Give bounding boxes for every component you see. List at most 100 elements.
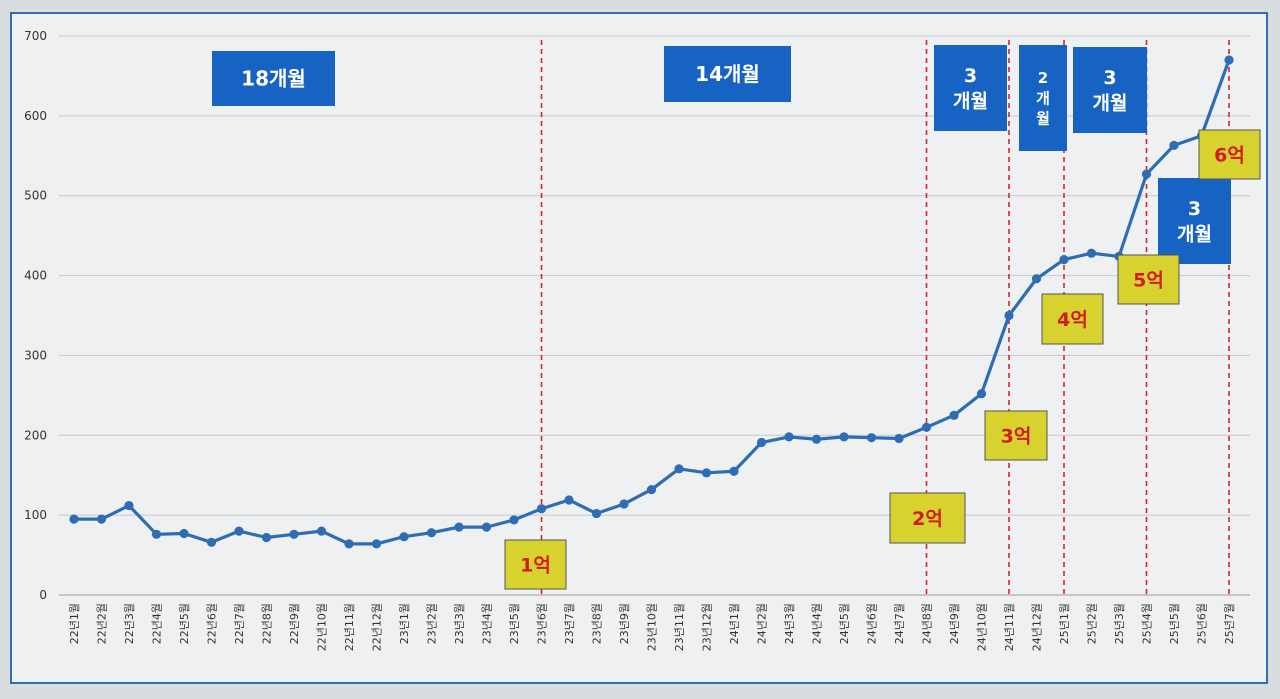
- period-box: [664, 46, 791, 102]
- data-point: [454, 522, 464, 532]
- x-tick-label: 25년5월: [1168, 603, 1181, 644]
- milestone-label: 1억: [504, 539, 567, 590]
- milestone-label: 4억: [1041, 293, 1104, 345]
- milestone-text: 2억: [912, 508, 943, 530]
- milestone-label: 3억: [984, 410, 1048, 461]
- x-tick-label: 23년8월: [591, 603, 604, 644]
- period-text: 3: [1188, 198, 1201, 220]
- x-tick-label: 23년1월: [398, 603, 411, 644]
- y-axis-ticks: 0 100 200 300 400 500 600 700: [24, 29, 47, 602]
- data-point: [1004, 310, 1014, 321]
- x-tick-label: 22년6월: [206, 603, 219, 644]
- period-box: [1158, 178, 1231, 264]
- x-tick-label: 22년7월: [233, 603, 246, 644]
- period-label: 2 개월: [1019, 45, 1067, 151]
- milestone-label: 2억: [889, 492, 966, 544]
- x-tick-label: 22년1월: [68, 603, 81, 644]
- period-text: 2: [1038, 69, 1048, 87]
- data-point: [646, 484, 657, 495]
- x-tick-label: 24년2월: [756, 603, 769, 644]
- data-point: [839, 432, 849, 442]
- data-point: [1224, 55, 1234, 65]
- data-point: [1059, 255, 1069, 265]
- data-point: [1086, 248, 1097, 258]
- data-point: [316, 526, 327, 536]
- x-tick-label: 22년3월: [123, 603, 136, 644]
- milestone-box: [984, 410, 1048, 461]
- data-point: [399, 532, 409, 542]
- data-point: [729, 466, 739, 476]
- x-tick-label: 23년6월: [536, 603, 549, 644]
- x-tick-label: 25년2월: [1086, 603, 1099, 644]
- y-tick-label: 400: [24, 269, 47, 283]
- x-tick-label: 23년3월: [453, 603, 466, 644]
- x-tick-label: 24년1월: [728, 603, 741, 644]
- period-text: 18개월: [241, 67, 306, 91]
- y-tick-label: 100: [24, 508, 47, 522]
- milestone-text: 6억: [1214, 145, 1245, 167]
- x-tick-label: 25년3월: [1113, 603, 1126, 644]
- x-tick-label: 24년11월: [1003, 603, 1016, 651]
- x-tick-label: 25년1월: [1058, 603, 1071, 644]
- period-label: 3 개월: [1158, 178, 1231, 264]
- milestone-box: [1198, 129, 1261, 180]
- data-point: [811, 434, 822, 444]
- period-box: [934, 45, 1007, 131]
- data-point: [234, 526, 244, 536]
- x-tick-label: 22년9월: [288, 603, 301, 644]
- data-point: [976, 389, 987, 399]
- y-tick-label: 600: [24, 109, 47, 123]
- data-point: [481, 522, 492, 532]
- data-point: [701, 468, 712, 478]
- data-point: [866, 433, 877, 443]
- x-tick-label: 24년4월: [811, 603, 824, 644]
- data-point: [261, 532, 272, 543]
- series-layer: [69, 55, 1234, 549]
- x-tick-label: 22년2월: [96, 603, 109, 644]
- period-text: 3: [1103, 67, 1116, 89]
- data-point: [426, 528, 437, 538]
- data-point: [591, 508, 602, 519]
- data-point: [921, 422, 932, 432]
- x-tick-label: 24년9월: [948, 603, 961, 644]
- x-tick-label: 23년5월: [508, 603, 521, 644]
- data-point: [371, 539, 382, 549]
- chart-frame: 0 100 200 300 400 500 600 700 22년1월 22년2월 22년3월 22…: [10, 12, 1268, 684]
- milestone-box: [1041, 293, 1104, 345]
- x-tick-label: 24년10월: [976, 603, 989, 651]
- milestone-text: 4억: [1057, 309, 1088, 331]
- period-text: 개월: [1177, 224, 1212, 246]
- x-tick-label: 22년12월: [371, 603, 384, 651]
- x-tick-label: 23년2월: [426, 603, 439, 644]
- data-point: [206, 537, 217, 547]
- x-tick-label: 25년6월: [1196, 603, 1209, 644]
- data-point: [756, 437, 767, 448]
- data-point: [344, 539, 354, 549]
- x-tick-label: 25년4월: [1141, 603, 1154, 644]
- grid-lines: [59, 35, 1250, 596]
- data-point: [536, 504, 547, 514]
- period-text: 개: [1036, 89, 1050, 107]
- x-tick-label: 22년8월: [261, 603, 274, 644]
- x-tick-label: 23년9월: [618, 603, 631, 644]
- data-point: [179, 528, 189, 539]
- milestone-text: 5억: [1133, 270, 1164, 292]
- data-point: [674, 464, 684, 474]
- x-tick-label: 25년7월: [1223, 603, 1236, 644]
- period-label: 14개월: [664, 46, 791, 102]
- y-tick-label: 500: [24, 189, 47, 203]
- period-label: 18개월: [212, 51, 335, 106]
- x-tick-label: 24년5월: [838, 603, 851, 644]
- x-tick-label: 22년11월: [343, 603, 356, 651]
- data-point: [1169, 140, 1179, 151]
- data-point: [289, 529, 299, 539]
- milestone-text: 1억: [520, 555, 551, 577]
- data-point: [1031, 274, 1042, 284]
- data-point: [894, 433, 904, 444]
- period-labels: 18개월 14개월 3 개월 2 개월 3 개월 3 개월: [212, 45, 1231, 264]
- data-point: [96, 514, 107, 524]
- x-tick-label: 22년10월: [316, 603, 329, 651]
- data-point: [619, 499, 629, 509]
- milestone-labels: 1억 2억 3억 4억 5억 6억: [504, 129, 1261, 590]
